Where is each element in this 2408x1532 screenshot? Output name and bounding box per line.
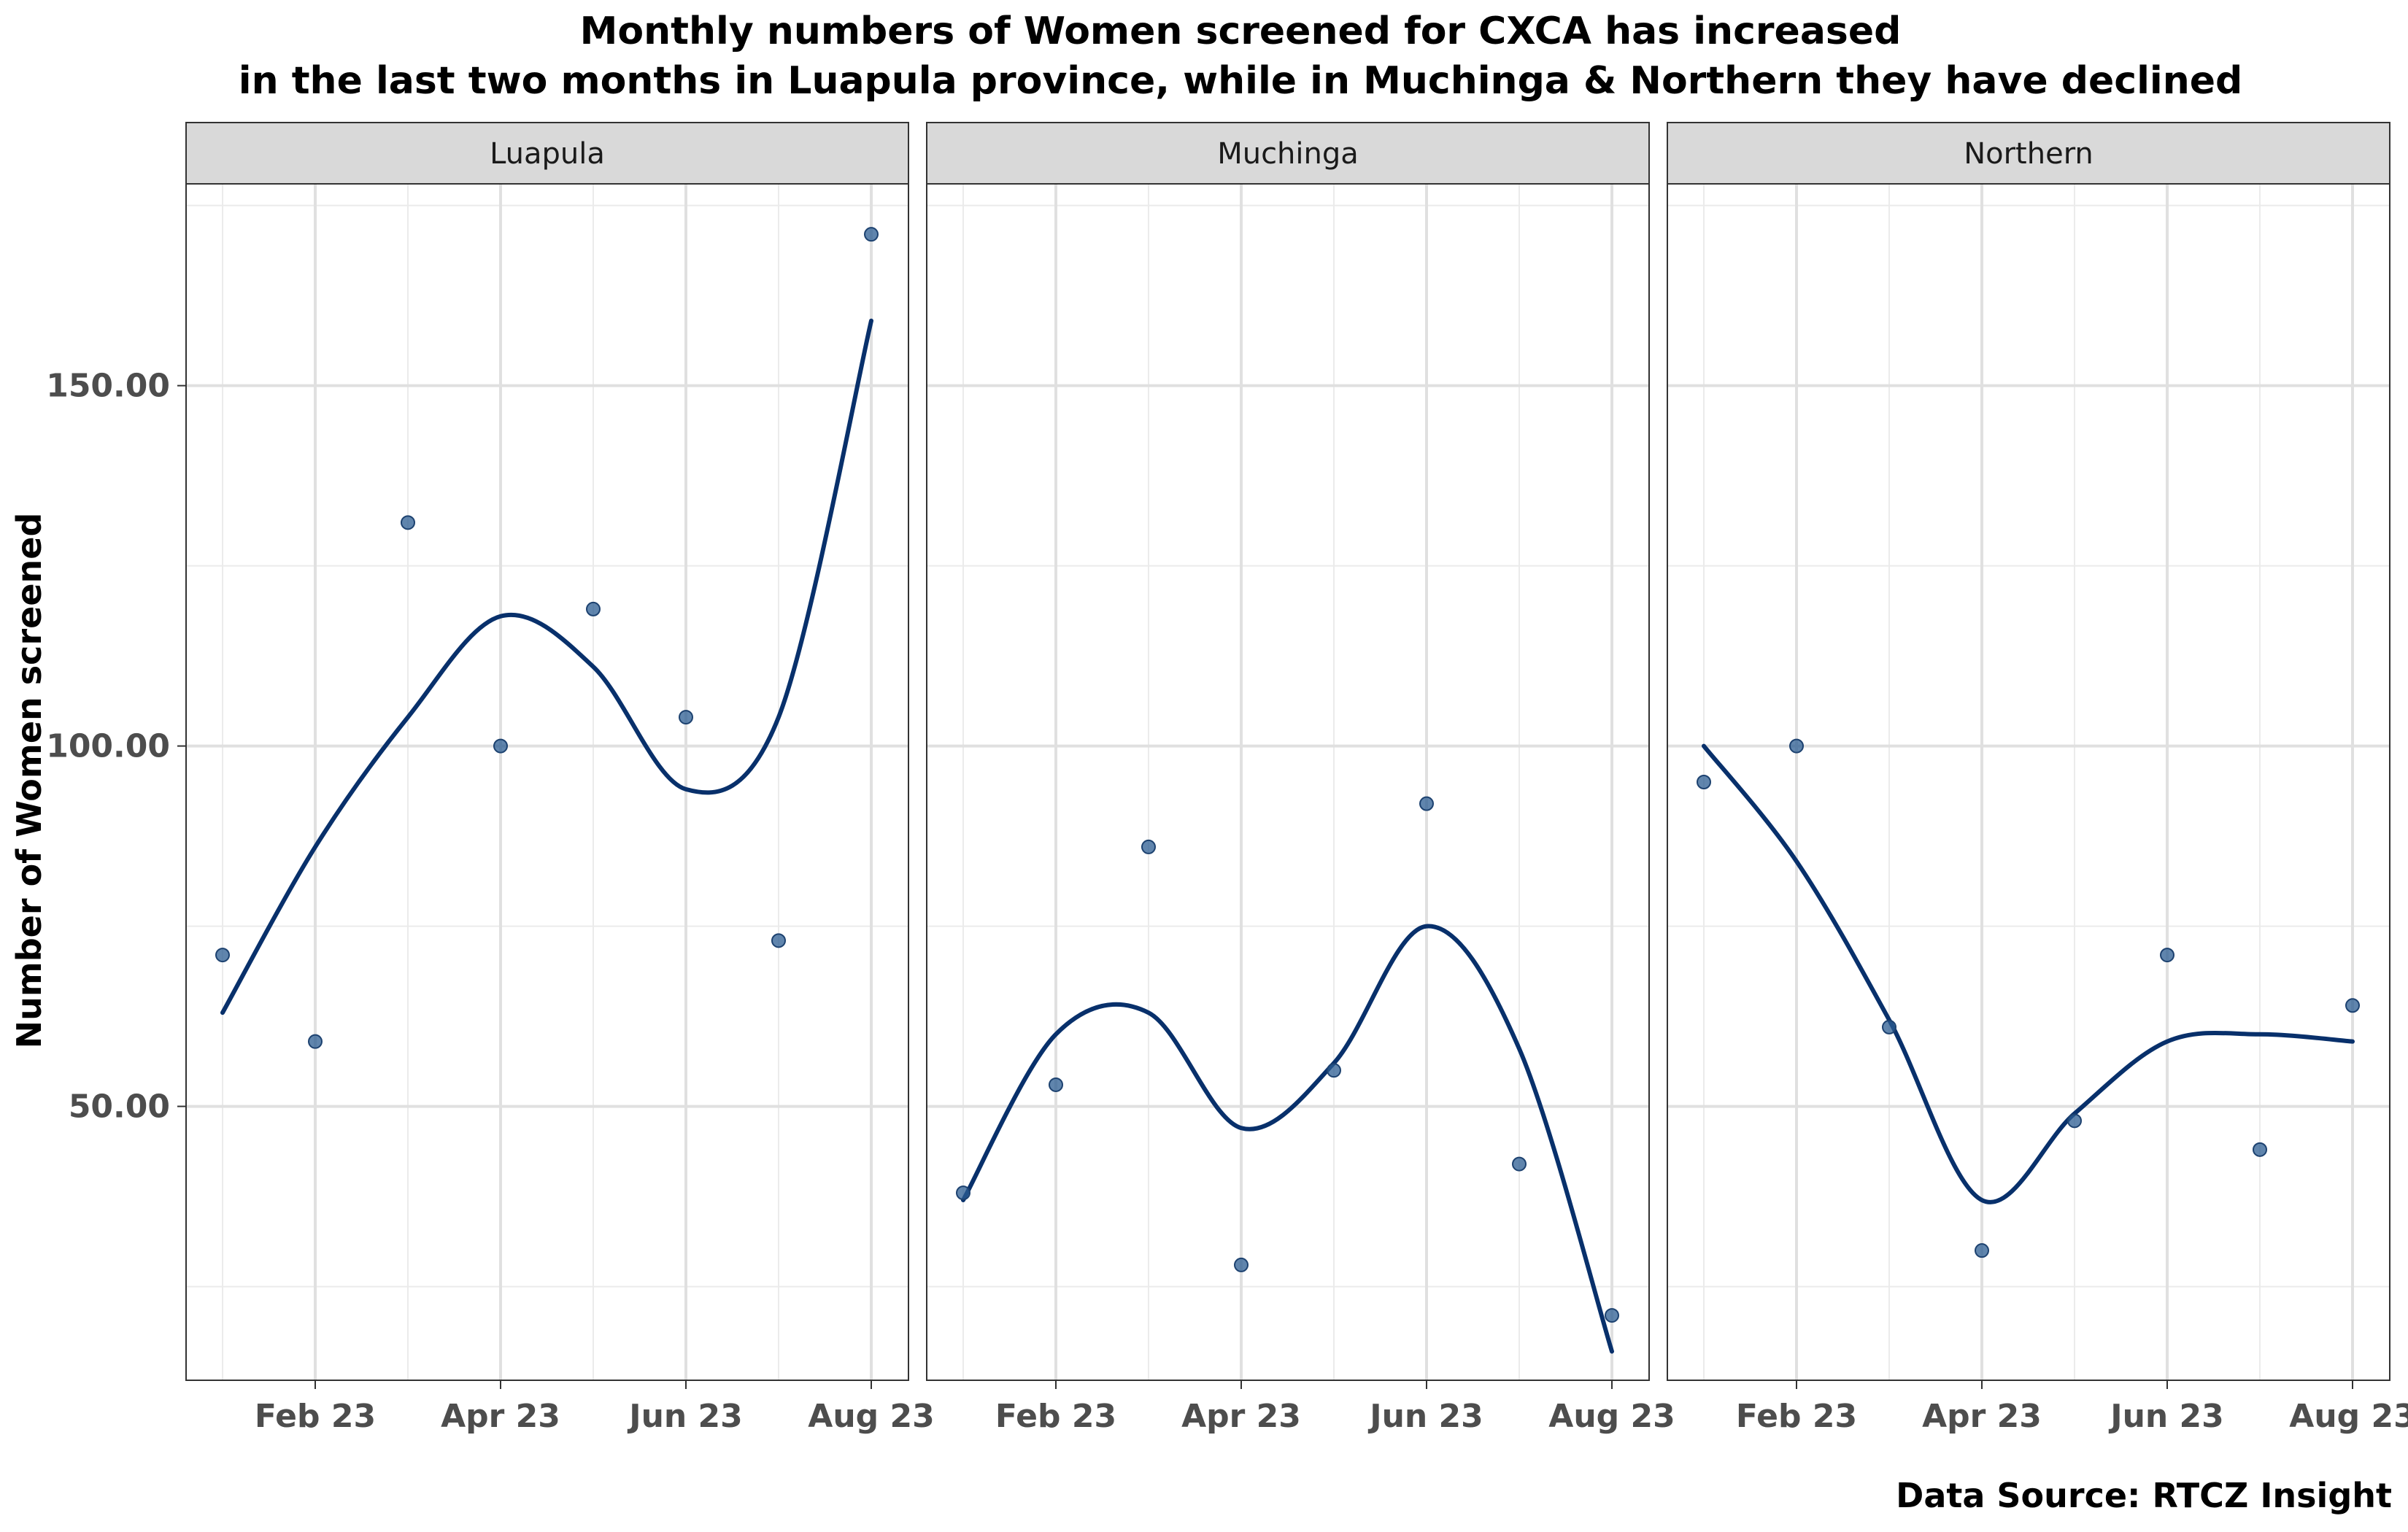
data-point-luapula: [679, 711, 692, 724]
y-tick-label: 50.00: [69, 1088, 170, 1126]
data-point-luapula: [587, 603, 600, 616]
y-tick-label: 100.00: [46, 728, 170, 765]
data-point-muchinga: [1420, 797, 1433, 811]
data-point-luapula: [216, 948, 229, 962]
x-tick-label: Apr 23: [1922, 1398, 2042, 1435]
plot-area-luapula: [186, 184, 908, 1380]
data-point-muchinga: [1142, 840, 1155, 854]
data-point-luapula: [309, 1035, 322, 1048]
data-point-northern: [1697, 775, 1710, 789]
data-point-muchinga: [1327, 1064, 1340, 1077]
x-tick-label: Feb 23: [1736, 1398, 1857, 1435]
data-point-northern: [2161, 948, 2174, 962]
facet-panels: Luapula Feb 23 Apr 23 Jun 23 Aug 23 50.00 100.…: [46, 123, 2408, 1435]
data-point-northern: [1790, 740, 1803, 753]
x-tick-label: Apr 23: [1181, 1398, 1301, 1435]
chart-title-line-2: in the last two months in Luapula provin…: [239, 59, 2242, 103]
x-tick-label: Feb 23: [255, 1398, 376, 1435]
data-point-luapula: [401, 516, 414, 529]
data-point-muchinga: [1605, 1309, 1618, 1322]
strip-label-muchinga: Muchinga: [1217, 137, 1359, 171]
data-point-northern: [1883, 1021, 1896, 1034]
y-tick-label: 150.00: [46, 368, 170, 405]
strip-label-luapula: Luapula: [490, 137, 605, 171]
panel-northern: Northern Feb 23 Apr 23 Jun 23 Aug 23: [1667, 123, 2408, 1435]
x-tick-label: Feb 23: [995, 1398, 1116, 1435]
data-point-muchinga: [1049, 1078, 1062, 1091]
data-point-northern: [2068, 1114, 2081, 1127]
data-point-muchinga: [1513, 1158, 1526, 1171]
chart-title-line-1: Monthly numbers of Women screened for CX…: [580, 9, 1902, 53]
x-tick-label: Aug 23: [808, 1398, 934, 1435]
plot-area-northern: [1667, 184, 2390, 1380]
plot-area-muchinga: [927, 184, 1649, 1380]
data-source-caption: Data Source: RTCZ Insight: [1896, 1476, 2392, 1515]
x-tick-label: Apr 23: [441, 1398, 560, 1435]
data-point-northern: [2346, 999, 2359, 1012]
x-tick-label: Jun 23: [2108, 1398, 2224, 1435]
strip-label-northern: Northern: [1964, 137, 2094, 171]
x-tick-label: Jun 23: [627, 1398, 743, 1435]
data-point-luapula: [494, 740, 507, 753]
y-axis-label: Number of Women screened: [9, 513, 49, 1049]
data-point-northern: [1975, 1244, 1988, 1257]
data-point-muchinga: [1235, 1258, 1248, 1272]
data-point-luapula: [772, 934, 785, 947]
data-point-northern: [2253, 1143, 2266, 1156]
data-point-luapula: [865, 228, 878, 241]
x-tick-label: Aug 23: [2289, 1398, 2408, 1435]
x-tick-label: Aug 23: [1548, 1398, 1675, 1435]
panel-muchinga: Muchinga Feb 23 Apr 23 Jun 23 Aug 23: [927, 123, 1675, 1435]
x-tick-label: Jun 23: [1367, 1398, 1483, 1435]
data-point-muchinga: [957, 1186, 970, 1199]
